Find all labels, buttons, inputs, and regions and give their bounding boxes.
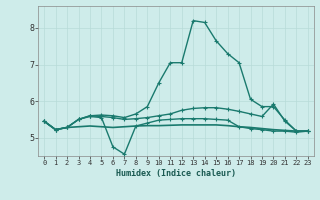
X-axis label: Humidex (Indice chaleur): Humidex (Indice chaleur) (116, 169, 236, 178)
